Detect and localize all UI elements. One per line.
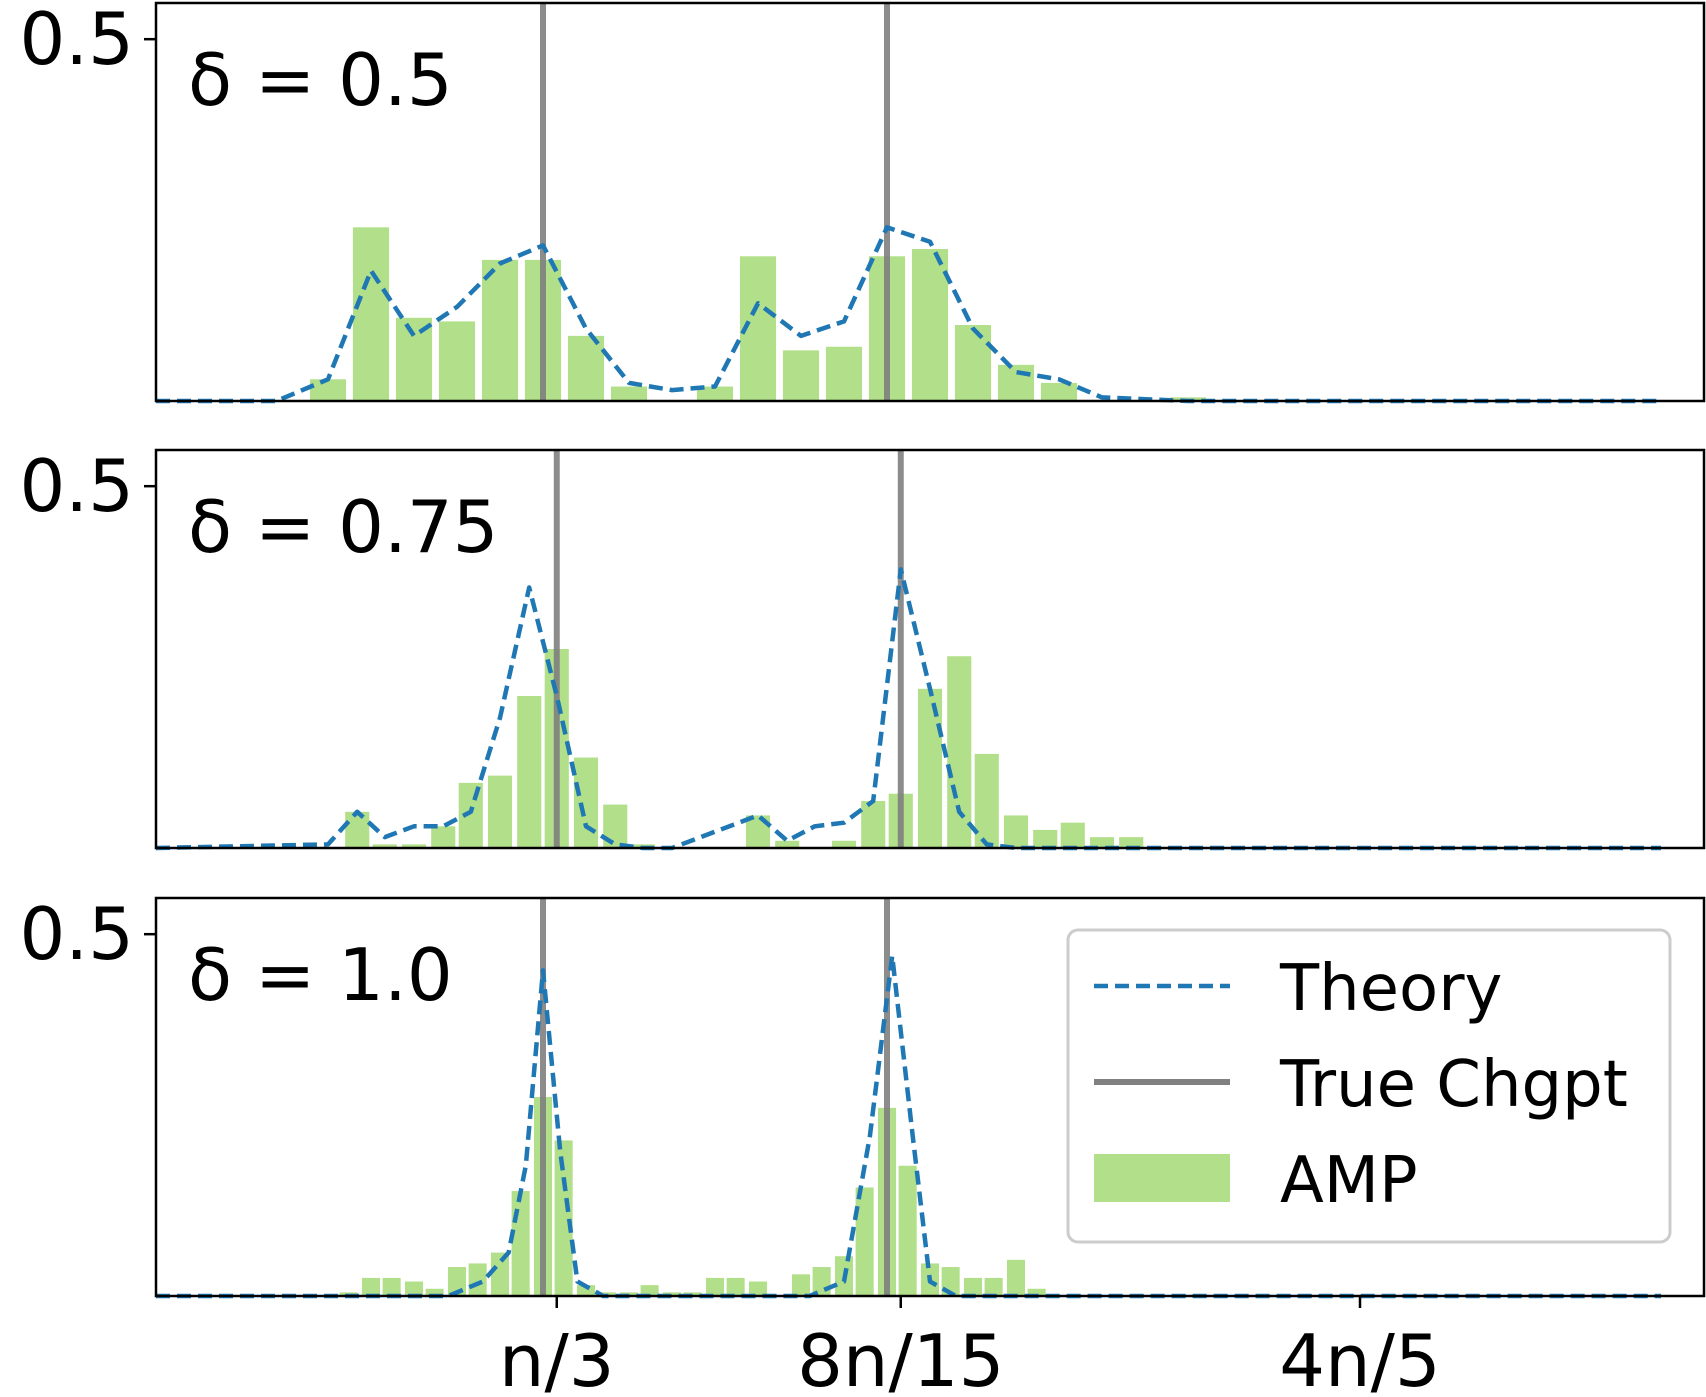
panel-annotation: δ = 0.75 xyxy=(188,485,498,569)
amp-bar xyxy=(1040,382,1078,401)
panel-frame xyxy=(154,1,1706,403)
theory-line xyxy=(155,567,1661,851)
panel-frame xyxy=(154,896,1706,1298)
amp-bar xyxy=(511,1191,530,1296)
x-tick-label: 8n/15 xyxy=(797,1319,1004,1397)
amp-bar xyxy=(997,364,1035,401)
legend-amp-swatch xyxy=(1094,1154,1230,1202)
panel-2: 0.5 δ = 0.75 xyxy=(19,444,1706,851)
amp-bar xyxy=(404,1281,424,1296)
amp-bar xyxy=(855,1187,874,1296)
amp-bar xyxy=(573,757,599,848)
amp-bar xyxy=(431,826,456,848)
amp-bar xyxy=(954,325,992,401)
amp-bar xyxy=(1089,837,1115,848)
panels: 0.5 δ = 0.5 0.5 δ = 0.75 0.5 δ = 1.0 xyxy=(19,0,1706,1299)
x-axis: n/3 8n/15 4n/5 xyxy=(499,1296,1441,1397)
amp-bar xyxy=(487,775,513,848)
amp-bar xyxy=(554,1140,573,1296)
amp-bar xyxy=(576,1285,596,1296)
panel-annotation: δ = 0.5 xyxy=(188,38,453,122)
amp-bar xyxy=(683,1292,702,1296)
amp-bar xyxy=(610,386,648,401)
amp-bar xyxy=(898,1165,917,1296)
amp-bar xyxy=(438,321,476,401)
amp-bar xyxy=(974,753,999,848)
amp-bar xyxy=(1027,1288,1046,1296)
amp-bar xyxy=(395,317,433,401)
amp-bar xyxy=(825,346,863,401)
amp-bar xyxy=(425,1288,444,1296)
amp-bar xyxy=(345,811,370,848)
y-tick-label: 0.5 xyxy=(19,892,134,976)
legend-label: True Chgpt xyxy=(1279,1048,1628,1122)
amp-bar xyxy=(775,840,800,848)
amp-bar xyxy=(1119,837,1144,848)
amp-bar xyxy=(1060,822,1085,848)
amp-bar xyxy=(468,1263,487,1296)
amp-bar xyxy=(309,379,347,401)
y-tick-label: 0.5 xyxy=(19,444,134,528)
amp-bar xyxy=(861,800,886,848)
amp-bar xyxy=(917,688,943,848)
amp-bar xyxy=(372,844,397,848)
amp-bar xyxy=(640,1285,659,1296)
panel-frame xyxy=(154,448,1706,850)
amp-bars xyxy=(345,649,1144,848)
amp-bar xyxy=(662,1292,682,1296)
amp-bar xyxy=(490,1252,510,1296)
amp-bar xyxy=(458,782,483,848)
legend: Theory True Chgpt AMP xyxy=(1066,928,1672,1244)
amp-bar xyxy=(481,259,519,401)
amp-bar xyxy=(911,249,949,401)
amp-bar xyxy=(696,386,734,401)
panel-3: 0.5 δ = 1.0 xyxy=(19,892,1706,1299)
panel-1: 0.5 δ = 0.5 xyxy=(19,0,1706,404)
amp-bar xyxy=(361,1277,381,1296)
amp-bar xyxy=(726,1277,745,1296)
amp-bar xyxy=(831,840,857,848)
y-tick-label: 0.5 xyxy=(19,0,134,81)
amp-bar xyxy=(947,656,972,848)
amp-bar xyxy=(352,227,390,401)
theory-line xyxy=(156,225,1661,404)
amp-bars xyxy=(309,227,1207,401)
amp-bar xyxy=(984,1277,1003,1296)
amp-bar xyxy=(705,1277,725,1296)
amp-bar xyxy=(963,1277,983,1296)
amp-bar xyxy=(791,1274,811,1296)
theory-line xyxy=(156,953,1661,1299)
amp-bar xyxy=(401,844,427,848)
amp-bar xyxy=(382,1277,401,1296)
amp-bar xyxy=(517,696,542,848)
amp-bar xyxy=(567,335,605,401)
amp-bar xyxy=(748,1281,768,1296)
amp-bars xyxy=(339,1097,1046,1296)
amp-bar xyxy=(1006,1259,1026,1296)
amp-bar xyxy=(782,350,820,401)
x-tick-label: n/3 xyxy=(499,1319,615,1397)
legend-label: Theory xyxy=(1279,952,1502,1026)
amp-bar xyxy=(1003,815,1029,848)
x-tick-label: 4n/5 xyxy=(1279,1319,1441,1397)
amp-bar xyxy=(1033,829,1058,848)
legend-label: AMP xyxy=(1280,1144,1418,1218)
panel-annotation: δ = 1.0 xyxy=(188,933,453,1017)
